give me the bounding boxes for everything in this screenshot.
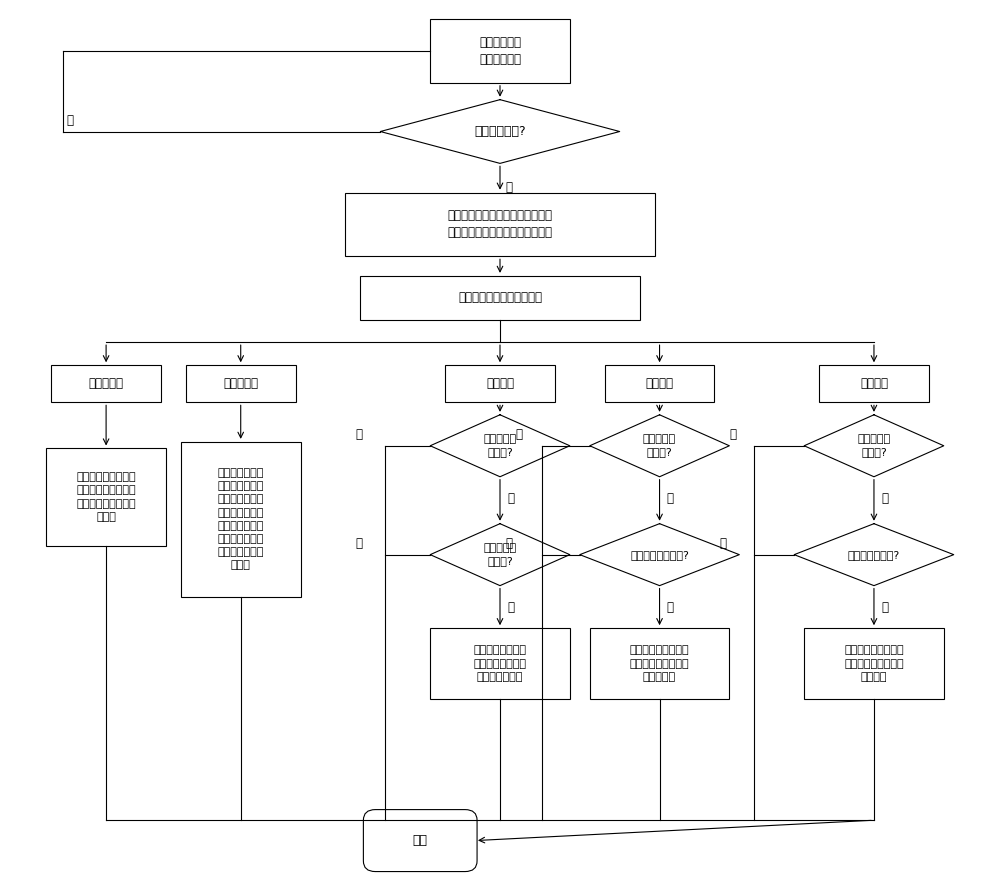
Text: 是否存在权
限记录?: 是否存在权 限记录? bbox=[483, 543, 517, 567]
FancyBboxPatch shape bbox=[181, 442, 301, 597]
Polygon shape bbox=[380, 99, 620, 163]
Text: 否: 否 bbox=[66, 114, 73, 127]
Text: 是: 是 bbox=[507, 601, 514, 614]
Text: 在文件组信息表中添
加新的记录，记录新
的文件组名及其拥有
者名称: 在文件组信息表中添 加新的记录，记录新 的文件组名及其拥有 者名称 bbox=[76, 472, 136, 522]
FancyBboxPatch shape bbox=[430, 20, 570, 83]
Text: 判断安全策略服务请求类型: 判断安全策略服务请求类型 bbox=[458, 291, 542, 305]
Text: 否: 否 bbox=[515, 428, 522, 441]
Polygon shape bbox=[590, 415, 729, 477]
Text: 否: 否 bbox=[355, 537, 362, 551]
Text: 是: 是 bbox=[505, 181, 512, 194]
Text: 是否存在权限记录?: 是否存在权限记录? bbox=[630, 550, 689, 559]
FancyBboxPatch shape bbox=[46, 448, 166, 546]
Text: 否: 否 bbox=[719, 537, 726, 551]
Text: 结束: 结束 bbox=[413, 834, 428, 847]
FancyBboxPatch shape bbox=[345, 193, 655, 257]
Text: 文件组名是
否存在?: 文件组名是 否存在? bbox=[643, 434, 676, 457]
Text: 判断在文件组信
息表中是否存在
所述文件组名且
该文件组名的拥
有者为该用户，
是则删除该文件
组名对应的文件
组记录: 判断在文件组信 息表中是否存在 所述文件组名且 该文件组名的拥 有者为该用户， … bbox=[218, 468, 264, 570]
Polygon shape bbox=[804, 415, 944, 477]
Polygon shape bbox=[794, 524, 954, 585]
Text: 授予权限: 授予权限 bbox=[486, 377, 514, 391]
Text: 该文件名对应的文件
组名修改为请求中的
文件组名: 该文件名对应的文件 组名修改为请求中的 文件组名 bbox=[844, 646, 904, 682]
Text: 是: 是 bbox=[507, 492, 514, 505]
Text: 安全管理器对
用户身份认证: 安全管理器对 用户身份认证 bbox=[479, 36, 521, 66]
Text: 是: 是 bbox=[881, 492, 888, 505]
Text: 文件移动: 文件移动 bbox=[860, 377, 888, 391]
Text: 认证是否通过?: 认证是否通过? bbox=[474, 125, 526, 138]
FancyBboxPatch shape bbox=[430, 628, 570, 699]
Text: 删除文件组: 删除文件组 bbox=[223, 377, 258, 391]
Text: 文件组名是
否存在?: 文件组名是 否存在? bbox=[857, 434, 891, 457]
FancyBboxPatch shape bbox=[51, 365, 161, 402]
Text: 是: 是 bbox=[667, 492, 674, 505]
Text: 撤销权限: 撤销权限 bbox=[646, 377, 674, 391]
Polygon shape bbox=[580, 524, 739, 585]
Text: 否: 否 bbox=[505, 537, 512, 551]
Text: 否: 否 bbox=[729, 428, 736, 441]
FancyBboxPatch shape bbox=[605, 365, 714, 402]
Text: 是: 是 bbox=[881, 601, 888, 614]
FancyBboxPatch shape bbox=[590, 628, 729, 699]
FancyBboxPatch shape bbox=[363, 810, 477, 871]
Text: 是: 是 bbox=[667, 601, 674, 614]
FancyBboxPatch shape bbox=[445, 365, 555, 402]
Polygon shape bbox=[430, 524, 570, 585]
Text: 文件名是否存在?: 文件名是否存在? bbox=[848, 550, 900, 559]
FancyBboxPatch shape bbox=[360, 276, 640, 320]
Polygon shape bbox=[430, 415, 570, 477]
Text: 在该文件组名对应的
权限字段中删除用户
请求的权限: 在该文件组名对应的 权限字段中删除用户 请求的权限 bbox=[630, 646, 689, 682]
Text: 新建文件组: 新建文件组 bbox=[89, 377, 124, 391]
Text: 文件组名是
否存在?: 文件组名是 否存在? bbox=[483, 434, 517, 457]
Text: 允许用户登陆安全管理器，用户向
安全管理器提出安全策略服务请求: 允许用户登陆安全管理器，用户向 安全管理器提出安全策略服务请求 bbox=[448, 210, 552, 240]
FancyBboxPatch shape bbox=[819, 365, 929, 402]
FancyBboxPatch shape bbox=[804, 628, 944, 699]
Text: 否: 否 bbox=[355, 428, 362, 441]
Text: 在该文件组名对应
的权限字段中添加
用户请求的权限: 在该文件组名对应 的权限字段中添加 用户请求的权限 bbox=[474, 646, 526, 682]
FancyBboxPatch shape bbox=[186, 365, 296, 402]
